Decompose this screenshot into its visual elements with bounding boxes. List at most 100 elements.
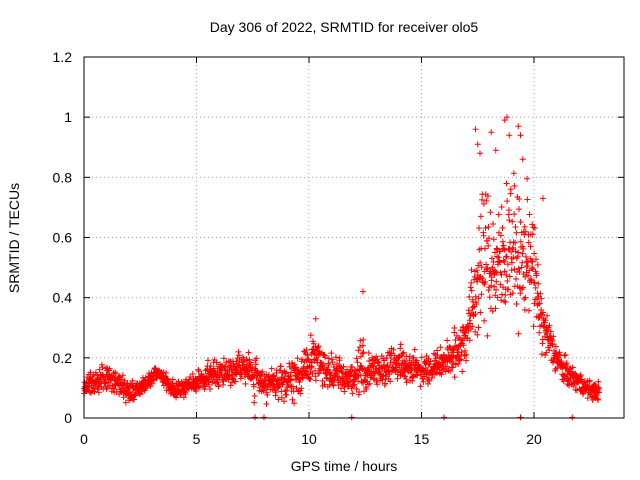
data-point (502, 291, 509, 298)
data-point (237, 375, 244, 382)
data-point (328, 350, 335, 357)
data-point (227, 382, 234, 389)
data-point (320, 361, 327, 368)
data-point (173, 394, 180, 401)
data-point (332, 354, 339, 361)
data-point (569, 414, 576, 421)
data-point (507, 186, 514, 193)
data-point (528, 264, 535, 271)
data-point (562, 351, 569, 358)
data-point (524, 175, 531, 182)
data-point (484, 193, 491, 200)
data-point (503, 180, 510, 187)
data-point (297, 390, 304, 397)
data-point (164, 375, 171, 382)
data-point (535, 280, 542, 287)
data-point (375, 359, 382, 366)
data-point (299, 375, 306, 382)
data-point (231, 364, 238, 371)
data-point (490, 221, 497, 228)
data-point (519, 156, 526, 163)
data-point (425, 361, 432, 368)
data-point (550, 333, 557, 340)
x-tick-label: 20 (526, 431, 542, 447)
data-point (515, 265, 522, 272)
data-point (163, 369, 170, 376)
data-point (403, 376, 410, 383)
data-point (595, 396, 602, 403)
data-point (542, 317, 549, 324)
data-point (214, 379, 221, 386)
data-point (498, 203, 505, 210)
data-point (543, 330, 550, 337)
data-point (561, 352, 568, 359)
data-point (207, 363, 214, 370)
data-point (402, 373, 409, 380)
data-point (508, 248, 515, 255)
data-point (536, 329, 543, 336)
data-point (535, 300, 542, 307)
data-point (195, 368, 202, 375)
data-point (418, 354, 425, 361)
data-point (397, 345, 404, 352)
data-point (277, 363, 284, 370)
data-point (441, 414, 447, 421)
data-point (548, 336, 555, 343)
data-point (378, 353, 385, 360)
data-point (473, 267, 480, 274)
data-point (444, 337, 451, 344)
y-axis-label: SRMTID / TECUs (6, 183, 22, 293)
data-point (494, 294, 501, 301)
data-point (509, 246, 516, 253)
x-tick-label: 5 (193, 431, 201, 447)
data-point (477, 259, 484, 266)
data-point (359, 342, 366, 349)
data-point (517, 132, 524, 139)
data-point (169, 376, 176, 383)
data-point (481, 317, 488, 324)
data-point (508, 259, 515, 266)
data-point (281, 398, 288, 405)
data-point (282, 369, 289, 376)
data-point (488, 282, 495, 289)
data-point (349, 390, 356, 397)
data-point (503, 253, 510, 260)
data-point (373, 353, 380, 360)
data-point (534, 261, 541, 268)
data-point (510, 244, 517, 251)
data-point (531, 250, 538, 257)
data-point (503, 272, 510, 279)
data-point (480, 200, 487, 207)
data-point (513, 229, 520, 236)
data-point (366, 357, 373, 364)
data-point (289, 396, 296, 403)
data-point (400, 367, 407, 374)
data-point (537, 290, 544, 297)
data-point (517, 290, 524, 297)
data-point (478, 291, 485, 298)
data-point (278, 394, 285, 401)
data-point (467, 320, 474, 327)
data-point (549, 341, 556, 348)
data-point (516, 195, 523, 202)
data-point (206, 381, 213, 388)
data-point (506, 217, 513, 224)
data-point (456, 355, 463, 362)
data-point (275, 396, 282, 403)
data-point (357, 337, 364, 344)
data-point (539, 336, 546, 343)
data-point (474, 331, 481, 338)
data-point (466, 317, 473, 324)
data-point (309, 338, 316, 345)
data-point (451, 324, 458, 331)
data-point (467, 284, 474, 291)
data-point (463, 351, 470, 358)
data-point (532, 284, 539, 291)
data-point (596, 385, 603, 392)
data-point (387, 378, 394, 385)
data-point (466, 293, 473, 300)
data-point (497, 281, 504, 288)
data-point (498, 291, 505, 298)
data-point (458, 349, 465, 356)
data-point (493, 278, 500, 285)
